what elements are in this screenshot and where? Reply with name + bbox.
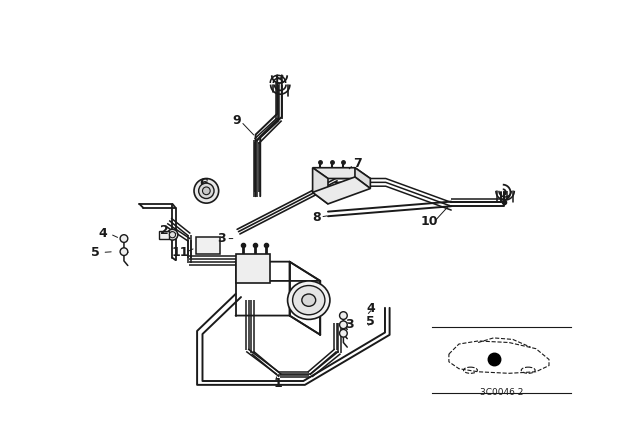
Bar	[159, 231, 170, 238]
Text: 4: 4	[366, 302, 375, 315]
Text: 3: 3	[218, 232, 226, 245]
Text: 2: 2	[161, 224, 169, 237]
Text: 3: 3	[345, 318, 354, 332]
Polygon shape	[312, 168, 371, 178]
Circle shape	[170, 232, 175, 238]
Circle shape	[340, 321, 348, 329]
Text: 4: 4	[99, 228, 108, 241]
Circle shape	[340, 329, 348, 337]
Text: 8: 8	[312, 211, 321, 224]
Circle shape	[198, 183, 214, 198]
Text: 1: 1	[273, 377, 282, 390]
Circle shape	[202, 187, 210, 195]
Ellipse shape	[292, 285, 325, 315]
Ellipse shape	[287, 281, 330, 319]
Text: 5: 5	[366, 315, 375, 328]
Circle shape	[167, 229, 178, 240]
Text: 10: 10	[421, 215, 438, 228]
Ellipse shape	[302, 294, 316, 306]
Circle shape	[120, 235, 128, 242]
Bar	[196, 237, 220, 254]
Circle shape	[194, 178, 219, 203]
Text: 6: 6	[199, 177, 207, 190]
Polygon shape	[355, 168, 371, 189]
Circle shape	[340, 312, 348, 319]
Polygon shape	[236, 254, 270, 283]
Text: 9: 9	[233, 114, 241, 127]
Text: 7: 7	[353, 157, 362, 170]
Circle shape	[120, 248, 128, 255]
Text: 3C0046 2: 3C0046 2	[479, 388, 523, 397]
Polygon shape	[312, 168, 328, 204]
Text: 11: 11	[172, 246, 189, 259]
Polygon shape	[312, 177, 371, 204]
Text: 5: 5	[91, 246, 100, 259]
